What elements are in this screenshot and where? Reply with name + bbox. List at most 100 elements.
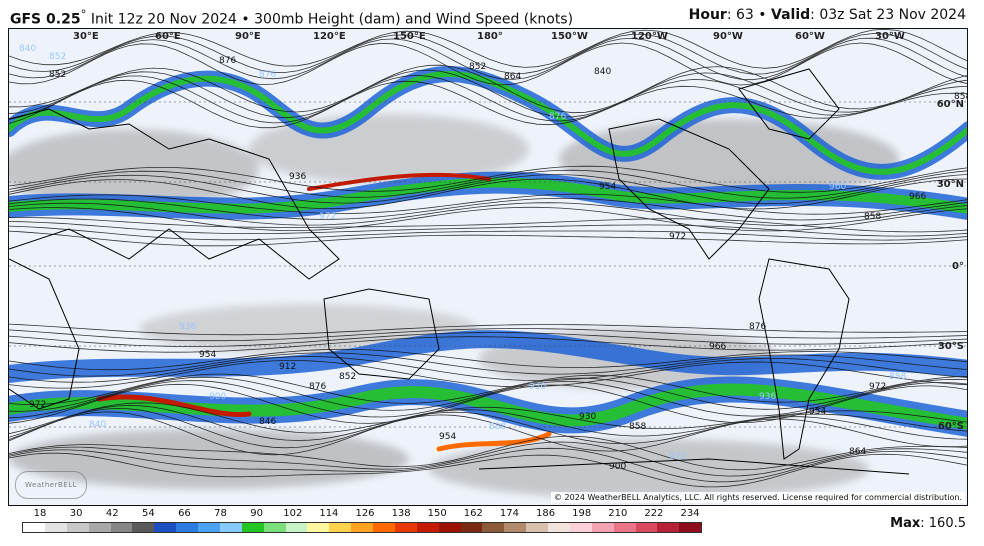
lon-label-90w: 90°W (713, 31, 743, 42)
colorbar-swatch (351, 523, 373, 532)
height-contour (9, 217, 967, 233)
colorbar-tick-label: 234 (680, 508, 700, 519)
height-contour (9, 165, 967, 193)
height-contour (9, 206, 967, 232)
colorbar-swatch (504, 523, 527, 532)
contour-label: 852 (339, 372, 356, 382)
colorbar-tick-label: 66 (178, 508, 191, 519)
contour-label: 888 (489, 422, 506, 432)
contour-label: 852 (469, 62, 486, 72)
map-title: GFS 0.25° Init 12z 20 Nov 2024 • 300mb H… (10, 7, 574, 28)
height-contour (9, 178, 967, 210)
height-contour (9, 402, 967, 435)
max-label: Max (890, 516, 921, 531)
colorbar-swatch (88, 523, 111, 532)
contour-label: 864 (504, 72, 521, 82)
height-contour (9, 79, 967, 129)
colorbar-tick-label: 174 (499, 508, 519, 519)
contour-label: 966 (909, 192, 926, 202)
map-canvas: 840 852 876 876 852 864 876 936 954 972 972 954 936 9… (9, 29, 967, 505)
copyright-notice: © 2024 WeatherBELL Analytics, LLC. All r… (551, 492, 965, 503)
height-contour (9, 193, 967, 215)
model-name: GFS 0.25 (10, 11, 81, 28)
height-contour (9, 332, 967, 347)
contour-label: 888 (889, 372, 906, 382)
hour-value: 63 (736, 7, 754, 23)
valid-info: Hour: 63 • Valid: 03z Sat 23 Nov 2024 (688, 7, 966, 23)
height-contour (9, 383, 967, 424)
lon-label-60w: 60°W (795, 31, 825, 42)
height-contour (9, 33, 967, 75)
height-contour (9, 74, 967, 124)
hour-label: Hour (688, 7, 727, 23)
height-contour (9, 360, 967, 389)
contour-label: 858 (629, 422, 646, 432)
height-contour (9, 37, 967, 81)
height-contour (9, 328, 967, 342)
colorbar-tick-label: 18 (33, 508, 47, 519)
colorbar-swatch (66, 523, 89, 532)
colorbar-swatch (373, 523, 395, 532)
height-contour (9, 435, 967, 471)
weather-map: 840 852 876 876 852 864 876 936 954 972 972 954 936 9… (8, 28, 968, 506)
height-contour (9, 225, 967, 241)
height-contour (9, 407, 967, 449)
contour-label: 954 (199, 350, 216, 360)
lon-label-120e: 120°E (313, 31, 346, 42)
colorbar-tick-label: 138 (391, 508, 411, 519)
height-contour (9, 42, 967, 86)
contour-label: 840 (594, 67, 611, 77)
height-contour (9, 64, 967, 114)
lat-label-30s: 30°S (937, 341, 964, 352)
contour-label: 852 (49, 52, 66, 62)
contour-label: 876 (549, 112, 566, 122)
colorbar-swatch (176, 523, 198, 532)
lon-label-90e: 90°E (235, 31, 261, 42)
height-contour (9, 230, 967, 247)
colorbar-swatch (591, 523, 614, 532)
contour-label: 972 (319, 212, 336, 222)
colorbar-swatches (22, 522, 702, 533)
contour-label: 846 (259, 417, 276, 427)
height-contour (9, 174, 967, 205)
contour-label: 912 (279, 362, 296, 372)
colorbar-tick-label: 54 (141, 508, 155, 519)
colorbar-swatch (635, 523, 658, 532)
contour-label: 876 (219, 56, 236, 66)
height-contour (9, 221, 967, 237)
colorbar-swatch (416, 523, 439, 532)
height-contour (9, 380, 967, 419)
lon-label-150e: 150°E (393, 31, 426, 42)
colorbar-tick-label: 150 (427, 508, 447, 519)
contour-label: 972 (669, 452, 686, 462)
colorbar-swatch (198, 523, 220, 532)
weatherbell-logo: WeatherBELL (15, 471, 87, 499)
colorbar-tick-label: 102 (283, 508, 303, 519)
colorbar-swatch (613, 523, 636, 532)
colorbar-swatch (482, 523, 505, 532)
product-name: 300mb Height (dam) and Wind Speed (knots… (254, 11, 574, 28)
lon-label-150w: 150°W (551, 31, 588, 42)
valid-label: Valid (771, 7, 811, 23)
contour-label: 960 (829, 182, 846, 192)
lon-label-60e: 60°E (155, 31, 181, 42)
max-value: 160.5 (928, 516, 966, 531)
colorbar-swatch (329, 523, 352, 532)
logo-text: WeatherBELL (25, 481, 77, 489)
contour-label: 936 (179, 322, 196, 332)
colorbar-tick-label: 222 (644, 508, 664, 519)
colorbar-labels: 18 30 42 54 66 78 90 102 114 126 138 150 162 174 186 19… (22, 508, 702, 522)
colorbar-swatch (44, 523, 67, 532)
contour-label: 900 (209, 392, 226, 402)
wind-speed-colorbar: 18 30 42 54 66 78 90 102 114 126 138 150 162 174 186 19… (22, 508, 702, 538)
colorbar-tick-label: 186 (536, 508, 556, 519)
colorbar-tick-label: 198 (572, 508, 592, 519)
colorbar-swatch (132, 523, 155, 532)
valid-value: 03z Sat 23 Nov 2024 (819, 7, 966, 23)
colorbar-swatch (438, 523, 461, 532)
contour-label: 954 (599, 182, 616, 192)
contour-label: 858 (864, 212, 881, 222)
colorbar-tick-label: 126 (355, 508, 375, 519)
colorbar-swatch (460, 523, 483, 532)
contour-label: 852 (49, 70, 66, 80)
